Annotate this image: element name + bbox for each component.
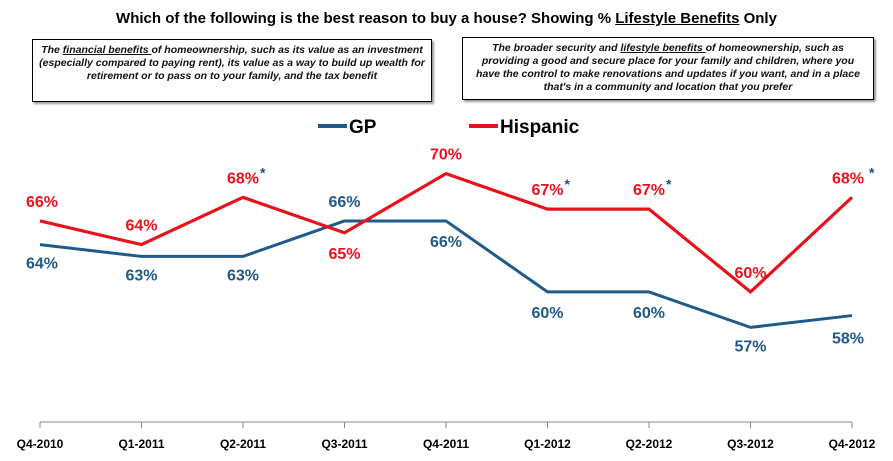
data-label-gp: 60%: [633, 305, 665, 322]
data-label-hispanic: 68%: [227, 170, 259, 187]
data-label-hispanic: 67%: [633, 182, 665, 199]
significance-marker: *: [869, 164, 875, 180]
legend-label-gp: GP: [349, 117, 377, 138]
series-line-gp: [39, 219, 853, 329]
financial-benefits-box: The financial benefits of homeownership,…: [32, 39, 432, 102]
x-tick-label: Q1-2011: [118, 437, 164, 451]
data-label-hispanic: 66%: [26, 194, 58, 211]
data-label-gp: 57%: [734, 338, 766, 355]
financial-benefits-underline: financial benefits: [62, 44, 152, 56]
title-underlined: Lifestyle Benefits: [615, 10, 740, 27]
legend-label-hispanic: Hispanic: [500, 117, 580, 138]
data-label-hispanic: 70%: [430, 147, 462, 164]
lifestyle-benefits-box: The broader security and lifestyle benef…: [462, 37, 874, 100]
significance-marker: *: [565, 176, 571, 192]
data-label-gp: 66%: [328, 194, 360, 211]
data-label-hispanic: 67%: [531, 182, 563, 199]
data-label-hispanic: 65%: [328, 246, 360, 263]
x-tick-label: Q4-2010: [17, 437, 64, 451]
x-tick-label: Q2-2012: [626, 437, 673, 451]
series-line-hispanic: [39, 172, 854, 294]
chart-title: Which of the following is the best reaso…: [116, 10, 777, 27]
data-label-hispanic: 68%: [832, 170, 864, 187]
data-label-gp: 66%: [430, 234, 462, 251]
x-tick-label: Q4-2012: [829, 437, 876, 451]
data-label-gp: 60%: [531, 305, 563, 322]
data-label-gp: 58%: [832, 331, 864, 348]
lifestyle-benefits-underline: lifestyle benefits: [620, 42, 706, 54]
data-label-gp: 63%: [227, 267, 259, 284]
data-label-gp: 64%: [26, 256, 58, 273]
data-label-hispanic: 64%: [125, 218, 157, 235]
x-tick-label: Q3-2012: [727, 437, 774, 451]
x-tick-label: Q3-2011: [321, 437, 367, 451]
significance-marker: *: [666, 176, 672, 192]
data-label-hispanic: 60%: [734, 265, 766, 282]
x-tick-label: Q1-2012: [524, 437, 571, 451]
x-tick-label: Q4-2011: [423, 437, 469, 451]
data-label-gp: 63%: [125, 267, 157, 284]
significance-marker: *: [260, 164, 266, 180]
x-tick-label: Q2-2011: [220, 437, 266, 451]
